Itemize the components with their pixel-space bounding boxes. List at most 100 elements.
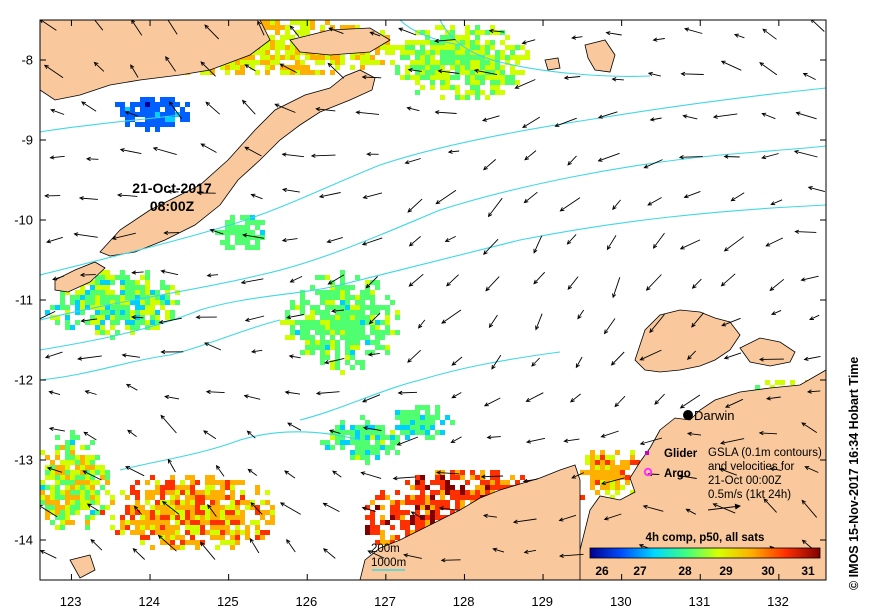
sst-cell [405, 435, 410, 440]
sst-cell [230, 220, 235, 225]
sst-cell [145, 480, 150, 485]
sst-cell [365, 430, 370, 435]
velocity-arrow [240, 278, 264, 285]
sst-cell [465, 40, 470, 45]
sst-cell [390, 525, 395, 530]
sst-cell [370, 515, 375, 520]
sst-cell [480, 90, 485, 95]
velocity-arrow [281, 187, 300, 193]
velocity-arrow [125, 383, 138, 391]
sst-cell [100, 315, 105, 320]
sst-cell [435, 405, 440, 410]
sst-cell [440, 75, 445, 80]
sst-cell [230, 225, 235, 230]
sst-cell [415, 475, 420, 480]
velocity-arrow [251, 349, 263, 354]
sst-cell [120, 295, 125, 300]
velocity-arrow [525, 392, 544, 402]
sst-cell [185, 490, 190, 495]
sst-cell [150, 320, 155, 325]
sst-cell [425, 435, 430, 440]
velocity-arrow [450, 436, 462, 443]
sst-cell [55, 455, 60, 460]
sst-cell [470, 90, 475, 95]
velocity-arrow [289, 275, 303, 283]
sst-cell [475, 85, 480, 90]
sst-cell [470, 490, 475, 495]
velocity-arrow [281, 152, 304, 158]
sst-cell [130, 300, 135, 305]
sst-cell [230, 500, 235, 505]
sst-cell [325, 310, 330, 315]
colorbar-tick-label: 29 [719, 564, 733, 578]
sst-cell [400, 50, 405, 55]
sst-cell [135, 510, 140, 515]
sst-cell [355, 55, 360, 60]
sst-cell [440, 50, 445, 55]
velocity-arrow [44, 351, 63, 359]
sst-cell [195, 500, 200, 505]
sst-cell [320, 335, 325, 340]
velocity-arrow [326, 236, 343, 244]
sst-cell [500, 480, 505, 485]
sst-cell [120, 275, 125, 280]
sst-cell [115, 315, 120, 320]
sst-cell [130, 510, 135, 515]
sst-cell [260, 530, 265, 535]
velocity-arrow [723, 154, 740, 159]
sst-cell [455, 505, 460, 510]
velocity-arrow [605, 31, 622, 36]
sst-cell [150, 545, 155, 550]
sst-cell [395, 415, 400, 420]
sst-cell [105, 305, 110, 310]
sst-cell [55, 320, 60, 325]
sst-cell [410, 65, 415, 70]
sst-cell [325, 275, 330, 280]
sst-cell [505, 55, 510, 60]
sst-cell [415, 510, 420, 515]
velocity-arrow [523, 191, 538, 204]
sst-cell [315, 325, 320, 330]
land-roti [54, 261, 106, 293]
sst-cell [405, 500, 410, 505]
sst-cell [85, 290, 90, 295]
velocity-arrow [720, 273, 736, 287]
sst-cell [130, 117, 135, 122]
sst-cell [330, 60, 335, 65]
sst-cell [355, 430, 360, 435]
sst-cell [50, 495, 55, 500]
sst-cell [90, 495, 95, 500]
sst-cell [355, 445, 360, 450]
sst-cell [380, 530, 385, 535]
land-islet-1 [544, 57, 561, 71]
sst-cell [155, 107, 160, 112]
sst-cell [275, 25, 280, 30]
sst-cell [240, 65, 245, 70]
sst-cell [270, 520, 275, 525]
velocity-arrow [724, 398, 744, 408]
sst-cell [400, 420, 405, 425]
sst-cell [90, 320, 95, 325]
velocity-arrow [132, 547, 146, 560]
gsla-note-line: and velocities for [708, 461, 794, 473]
sst-cell [40, 495, 45, 500]
sst-cell [520, 55, 525, 60]
sst-cell [235, 60, 240, 65]
sst-cell [330, 285, 335, 290]
sst-cell [155, 290, 160, 295]
sst-cell [150, 520, 155, 525]
sst-cell [200, 510, 205, 515]
velocity-arrow [279, 63, 297, 73]
sst-cell [125, 520, 130, 525]
sst-cell [340, 370, 345, 375]
sst-cell [405, 495, 410, 500]
sst-cell [170, 515, 175, 520]
sst-cell [270, 515, 275, 520]
sst-cell [215, 535, 220, 540]
velocity-arrow [486, 435, 501, 440]
y-tick-label: -13 [14, 453, 33, 468]
sst-cell [450, 30, 455, 35]
velocity-arrow [759, 62, 778, 76]
velocity-arrow [794, 229, 817, 234]
sst-cell [415, 405, 420, 410]
